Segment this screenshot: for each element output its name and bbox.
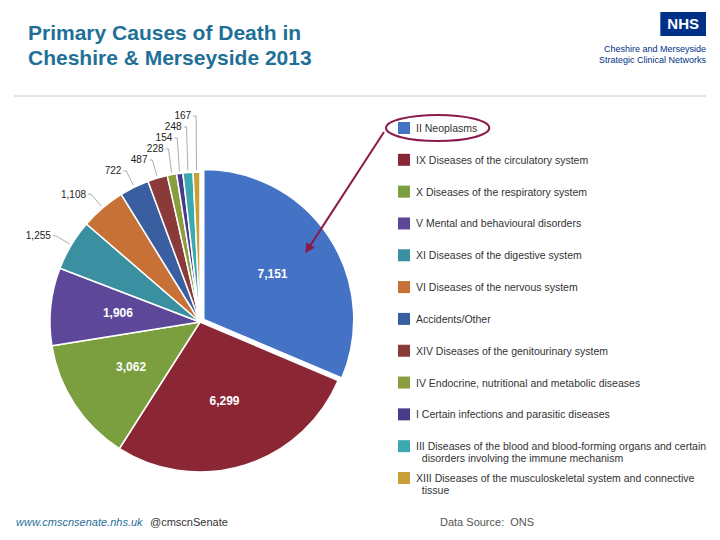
legend-swatch xyxy=(398,313,410,325)
chart: Primary Causes of Death inCheshire & Mer… xyxy=(0,0,720,540)
header-badge: NHS xyxy=(660,12,706,36)
legend-label: X Diseases of the respiratory system xyxy=(416,186,587,198)
data-label: 228 xyxy=(147,143,164,154)
legend-label: V Mental and behavioural disorders xyxy=(416,217,581,229)
data-label: 487 xyxy=(131,154,148,165)
legend-entry: XI Diseases of the digestive system xyxy=(398,249,582,261)
legend-label: II Neoplasms xyxy=(416,122,477,134)
data-labels: 7,1516,2993,0621,9061,2551,1087224872281… xyxy=(26,110,288,407)
pie xyxy=(50,170,354,472)
text-line: Accidents/Other xyxy=(416,313,491,325)
text-line: tissue xyxy=(416,484,449,496)
footer-text: @cmscnSenate xyxy=(150,516,228,528)
legend-entry: VI Diseases of the nervous system xyxy=(398,281,578,293)
data-label: 3,062 xyxy=(116,360,146,374)
legend-swatch xyxy=(398,281,410,293)
text-line: X Diseases of the respiratory system xyxy=(416,186,587,198)
leader-line xyxy=(193,116,196,170)
leader-line xyxy=(174,138,179,171)
legend-label: XIV Diseases of the genitourinary system xyxy=(416,345,608,357)
pie-slice xyxy=(177,173,200,322)
legend-entry: I Certain infections and parasitic disea… xyxy=(398,408,610,420)
text-line: I Certain infections and parasitic disea… xyxy=(416,408,610,420)
legend-label: III Diseases of the blood and blood-form… xyxy=(416,440,706,464)
legend-swatch xyxy=(398,249,410,261)
text-line: III Diseases of the blood and blood-form… xyxy=(416,440,706,452)
legend-swatch xyxy=(398,345,410,357)
legend-swatch xyxy=(398,122,410,134)
legend-label: IV Endocrine, nutritional and metabolic … xyxy=(416,377,640,389)
legend-entry: IX Diseases of the circulatory system xyxy=(398,154,588,166)
legend: II Neoplasms IX Diseases of the circulato… xyxy=(398,122,706,496)
data-label: 6,299 xyxy=(209,394,239,408)
badge-text: NHS xyxy=(667,15,699,32)
text-line: Cheshire and Merseyside xyxy=(604,44,706,54)
legend-entry: XIV Diseases of the genitourinary system xyxy=(398,345,608,357)
data-label: 167 xyxy=(174,110,191,121)
data-label: 248 xyxy=(165,121,182,132)
badge-box xyxy=(660,12,706,36)
text-line: V Mental and behavioural disorders xyxy=(416,217,581,229)
legend-entry: V Mental and behavioural disorders xyxy=(398,217,581,229)
background xyxy=(0,0,720,540)
text-line: IX Diseases of the circulatory system xyxy=(416,154,588,166)
highlight-arrow xyxy=(306,132,384,252)
leader-line xyxy=(53,236,70,244)
data-label: 1,906 xyxy=(103,306,133,320)
leader-line xyxy=(88,194,101,206)
network-name: Cheshire and MerseysideStrategic Clinica… xyxy=(599,44,707,65)
text-line: VI Diseases of the nervous system xyxy=(416,281,578,293)
legend-swatch xyxy=(398,186,410,198)
pie-slice xyxy=(193,172,200,322)
separator xyxy=(14,96,706,97)
legend-label: IX Diseases of the circulatory system xyxy=(416,154,588,166)
text-line: Cheshire & Merseyside 2013 xyxy=(28,46,312,69)
title: Primary Causes of Death inCheshire & Mer… xyxy=(28,21,312,69)
legend-entry: II Neoplasms xyxy=(398,122,477,134)
legend-swatch xyxy=(398,154,410,166)
text-line: Strategic Clinical Networks xyxy=(599,55,707,65)
leader-line xyxy=(184,127,188,171)
data-label: 154 xyxy=(156,132,173,143)
legend-label: XI Diseases of the digestive system xyxy=(416,249,582,261)
data-label: 7,151 xyxy=(258,267,288,281)
legend-label: I Certain infections and parasitic disea… xyxy=(416,408,610,420)
text-line: XI Diseases of the digestive system xyxy=(416,249,582,261)
leader-line xyxy=(149,160,157,176)
highlight-ring xyxy=(386,115,489,141)
legend-entry: IV Endocrine, nutritional and metabolic … xyxy=(398,377,640,389)
data-label: 1,255 xyxy=(26,230,51,241)
legend-entry: XIII Diseases of the musculoskeletal sys… xyxy=(398,472,695,496)
legend-label: XIII Diseases of the musculoskeletal sys… xyxy=(416,472,695,496)
legend-entry: III Diseases of the blood and blood-form… xyxy=(398,440,706,464)
legend-swatch xyxy=(398,440,410,452)
legend-label: VI Diseases of the nervous system xyxy=(416,281,578,293)
leader-line xyxy=(166,149,172,173)
pie-slice xyxy=(183,172,200,322)
text-line: XIII Diseases of the musculoskeletal sys… xyxy=(416,472,695,484)
legend-swatch xyxy=(398,377,410,389)
data-label: 722 xyxy=(105,165,122,176)
leader-line xyxy=(123,171,133,185)
text-line: II Neoplasms xyxy=(416,122,477,134)
data-label: 1,108 xyxy=(61,189,86,200)
legend-label: Accidents/Other xyxy=(416,313,491,325)
footer-text: Data Source: ONS xyxy=(440,516,534,528)
footer-text: www.cmscnsenate.nhs.uk xyxy=(16,516,143,528)
legend-swatch xyxy=(398,472,410,484)
legend-swatch xyxy=(398,408,410,420)
text-line: Primary Causes of Death in xyxy=(28,21,301,44)
text-line: XIV Diseases of the genitourinary system xyxy=(416,345,608,357)
text-line: disorders involving the immune mechanism xyxy=(416,452,623,464)
text-line: IV Endocrine, nutritional and metabolic … xyxy=(416,377,640,389)
legend-entry: X Diseases of the respiratory system xyxy=(398,186,587,198)
legend-swatch xyxy=(398,217,410,229)
legend-entry: Accidents/Other xyxy=(398,313,491,325)
